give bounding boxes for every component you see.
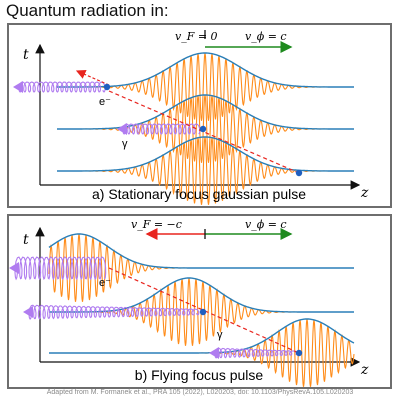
focus-velocity-label: v_F = 0 xyxy=(175,30,218,43)
electron-dot xyxy=(199,125,207,133)
electron-dot xyxy=(199,308,207,316)
figure-title: Quantum radiation in: xyxy=(6,1,169,20)
panel-flying-focus: t z v_F = −c v_ϕ = c e⁻ γ b) Flying focu… xyxy=(7,214,392,389)
panel-b-diagram: t z v_F = −c v_ϕ = c e⁻ γ b) Flying focu… xyxy=(9,218,369,387)
photon-label: γ xyxy=(217,329,223,341)
photon-wave xyxy=(28,304,200,320)
pulse-envelope xyxy=(49,318,355,354)
z-axis-label: z xyxy=(360,185,369,201)
photon-arrowhead xyxy=(13,81,23,93)
electron-dot xyxy=(295,169,303,177)
phase-velocity-label: v_ϕ = c xyxy=(245,218,287,231)
pulse-envelope xyxy=(57,136,354,172)
pulse-envelope xyxy=(48,233,354,269)
focus-velocity-label: v_F = −c xyxy=(131,218,182,231)
photon-direction-arrow xyxy=(75,69,110,86)
panel-a-diagram: t z v_F = 0 v_ϕ = c e⁻ γ a) Stationary f… xyxy=(13,30,369,205)
pulse-envelope xyxy=(49,277,354,313)
panel-stationary-focus: t z v_F = 0 v_ϕ = c e⁻ γ a) Stationary f… xyxy=(7,23,392,208)
t-axis-label: t xyxy=(23,232,29,248)
electron-label: e⁻ xyxy=(99,96,111,108)
photon-arrowhead xyxy=(209,347,219,359)
photon-label: γ xyxy=(122,138,128,150)
electron-dot xyxy=(103,83,111,91)
panel-b-caption: b) Flying focus pulse xyxy=(135,367,264,383)
figure-credit: Adapted from M. Formanek et al., PRA 105… xyxy=(46,389,354,396)
photon-arrowhead xyxy=(117,123,127,135)
panel-a-caption: a) Stationary focus gaussian pulse xyxy=(92,186,306,202)
photon-wave xyxy=(14,256,107,281)
photon-arrowhead xyxy=(9,262,19,274)
photon-wave xyxy=(18,81,106,93)
photon-wave xyxy=(214,347,297,359)
photon-wave xyxy=(122,123,201,135)
t-axis-label: t xyxy=(23,47,29,63)
electron-dot xyxy=(295,349,303,357)
electron-label: e⁻ xyxy=(99,277,111,289)
pulse-envelope xyxy=(57,94,354,130)
z-axis-label: z xyxy=(360,362,369,378)
phase-velocity-label: v_ϕ = c xyxy=(245,30,287,43)
photon-arrowhead xyxy=(23,306,33,318)
